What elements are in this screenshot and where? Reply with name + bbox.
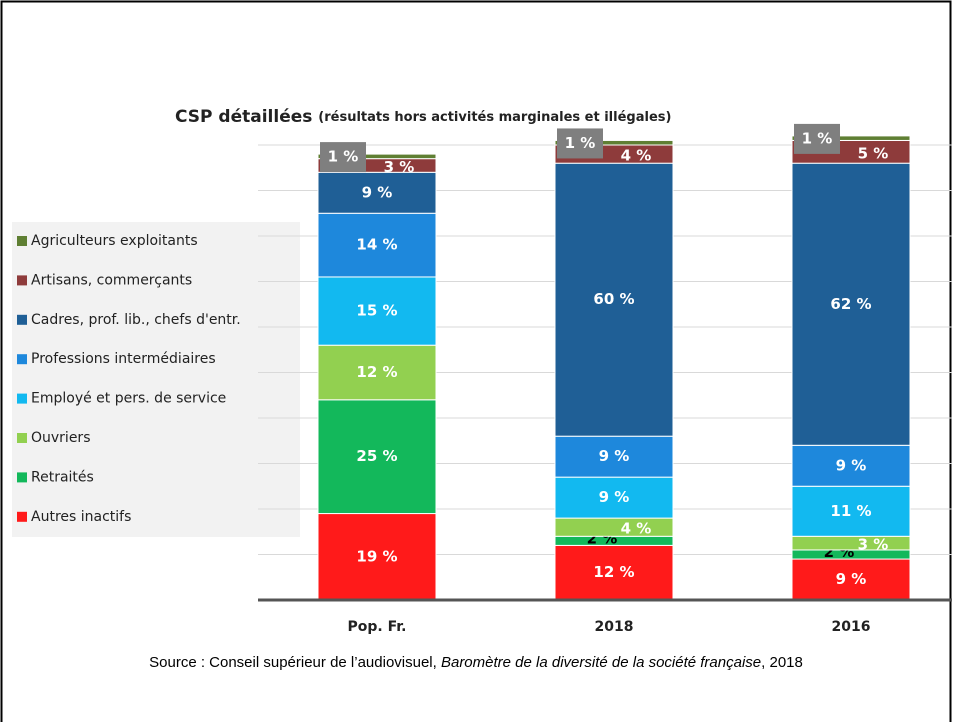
data-label: 9 % <box>836 456 867 474</box>
bar-segment <box>791 444 911 487</box>
bar-segment <box>791 558 911 601</box>
bar-segment <box>317 212 437 278</box>
x-tick-label: 2018 <box>595 619 634 635</box>
legend-label: Cadres, prof. lib., chefs d'entr. <box>31 312 241 328</box>
data-label: 19 % <box>356 547 397 565</box>
data-label: 1 % <box>802 129 833 147</box>
legend-label: Ouvriers <box>31 430 91 446</box>
legend-swatch <box>17 354 27 365</box>
bar-segment <box>554 435 674 478</box>
data-label: 12 % <box>356 363 397 381</box>
label-box <box>557 128 603 159</box>
bar-segment <box>554 517 674 537</box>
bar-segment <box>554 544 674 601</box>
bar-segment <box>791 485 911 537</box>
data-label: 60 % <box>593 290 634 308</box>
data-label: 12 % <box>593 563 634 581</box>
bar-segment <box>791 535 911 551</box>
x-tick-label: Pop. Fr. <box>348 619 407 635</box>
bar-segment <box>791 135 911 141</box>
data-label: 3 % <box>384 158 415 176</box>
bar-segment <box>554 139 674 146</box>
label-box <box>794 123 840 154</box>
label-box <box>320 142 366 173</box>
bar-segment <box>317 399 437 515</box>
legend-label: Employé et pers. de service <box>31 391 226 407</box>
x-tick-label: 2016 <box>832 619 871 635</box>
data-label: 9 % <box>836 570 867 588</box>
bar-segment <box>317 153 437 160</box>
source-title: Baromètre de la diversité de la société … <box>441 654 761 671</box>
legend-label: Agriculteurs exploitants <box>31 233 198 249</box>
data-label: 3 % <box>858 536 889 554</box>
data-label: 4 % <box>621 147 652 165</box>
chart-title: CSP détaillées (résultats hors activités… <box>175 107 671 127</box>
legend-swatch <box>17 511 27 522</box>
legend-swatch <box>17 275 27 286</box>
data-label: 1 % <box>565 134 596 152</box>
legend-label: Autres inactifs <box>31 509 131 525</box>
data-label: 9 % <box>362 183 393 201</box>
subtitle: (résultats hors activités marginales et … <box>318 110 671 125</box>
legend-swatch <box>17 236 27 246</box>
bar-segment <box>791 162 911 446</box>
legend-swatch <box>17 393 27 404</box>
legend-box <box>12 222 300 537</box>
data-label: 15 % <box>356 302 397 320</box>
bar-segment <box>554 162 674 437</box>
legend-label: Professions intermédiaires <box>31 351 216 367</box>
source-prefix: Source : Conseil supérieur de l’audiovis… <box>149 654 441 671</box>
data-label: 11 % <box>830 502 871 520</box>
legend-swatch <box>17 472 27 483</box>
title: CSP détaillées <box>175 107 312 127</box>
data-label: 9 % <box>599 447 630 465</box>
legend-label: Retraités <box>31 469 94 485</box>
data-label: 5 % <box>858 144 889 162</box>
legend-swatch <box>17 433 27 443</box>
data-label: 25 % <box>356 447 397 465</box>
data-label: 9 % <box>599 488 630 506</box>
data-label: 1 % <box>328 148 359 166</box>
data-label: 62 % <box>830 295 871 313</box>
bar-segment <box>554 476 674 519</box>
legend-swatch <box>17 314 27 325</box>
legend-label: Artisans, commerçants <box>31 272 192 288</box>
data-label: 4 % <box>621 520 652 538</box>
bar-segment <box>317 171 437 214</box>
data-label: 14 % <box>356 236 397 254</box>
source-suffix: , 2018 <box>761 654 803 671</box>
bar-segment <box>317 513 437 601</box>
source: Source : Conseil supérieur de l’audiovis… <box>149 654 803 671</box>
